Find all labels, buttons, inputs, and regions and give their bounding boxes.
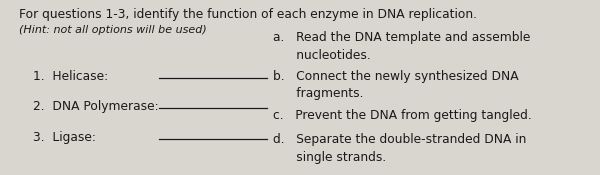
Text: c.   Prevent the DNA from getting tangled.: c. Prevent the DNA from getting tangled. bbox=[273, 108, 532, 121]
Text: nucleotides.: nucleotides. bbox=[273, 49, 371, 62]
Text: b.   Connect the newly synthesized DNA: b. Connect the newly synthesized DNA bbox=[273, 70, 518, 83]
Text: 2.  DNA Polymerase:: 2. DNA Polymerase: bbox=[33, 100, 158, 113]
Text: fragments.: fragments. bbox=[273, 88, 364, 100]
Text: d.   Separate the double-stranded DNA in: d. Separate the double-stranded DNA in bbox=[273, 133, 526, 146]
Text: 3.  Ligase:: 3. Ligase: bbox=[33, 131, 96, 144]
Text: For questions 1-3, identify the function of each enzyme in DNA replication.: For questions 1-3, identify the function… bbox=[19, 8, 477, 21]
Text: (Hint: not all options will be used): (Hint: not all options will be used) bbox=[19, 25, 207, 35]
Text: a.   Read the DNA template and assemble: a. Read the DNA template and assemble bbox=[273, 32, 530, 44]
Text: 1.  Helicase:: 1. Helicase: bbox=[33, 70, 108, 83]
Text: single strands.: single strands. bbox=[273, 150, 386, 163]
